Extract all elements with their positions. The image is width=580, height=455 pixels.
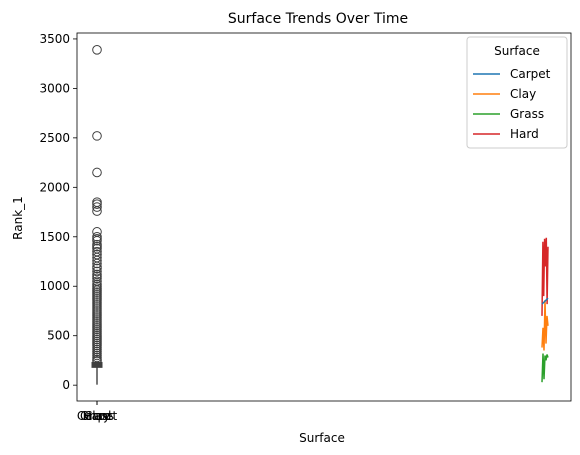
box-outlier xyxy=(93,198,102,207)
series-line-clay xyxy=(542,300,548,350)
legend-entry-hard: Hard xyxy=(510,127,539,141)
box-outlier xyxy=(93,272,102,281)
y-tick-label: 0 xyxy=(62,378,70,392)
chart-title: Surface Trends Over Time xyxy=(228,11,408,27)
legend-entry-grass: Grass xyxy=(510,107,544,121)
legend-entry-clay: Clay xyxy=(510,87,536,101)
y-tick-label: 1500 xyxy=(39,230,70,244)
legend: Surface Carpet Clay Grass Hard xyxy=(467,37,567,148)
x-axis-title: Surface xyxy=(299,431,345,445)
series-line-grass xyxy=(542,354,548,383)
y-tick-label: 3500 xyxy=(39,32,70,46)
y-tick-label: 3000 xyxy=(39,81,70,95)
box-outlier xyxy=(93,46,102,55)
x-tick-label-hard: Hard xyxy=(83,409,112,423)
box-outlier xyxy=(93,132,102,141)
y-tick-label: 500 xyxy=(47,329,70,343)
y-tick-label: 2000 xyxy=(39,180,70,194)
box-outlier xyxy=(93,242,102,251)
y-tick-label: 2500 xyxy=(39,131,70,145)
box-outlier xyxy=(93,168,102,177)
y-tick-label: 1000 xyxy=(39,279,70,293)
y-axis-title: Rank_1 xyxy=(11,196,25,240)
legend-entry-carpet: Carpet xyxy=(510,67,551,81)
legend-title: Surface xyxy=(494,44,540,58)
